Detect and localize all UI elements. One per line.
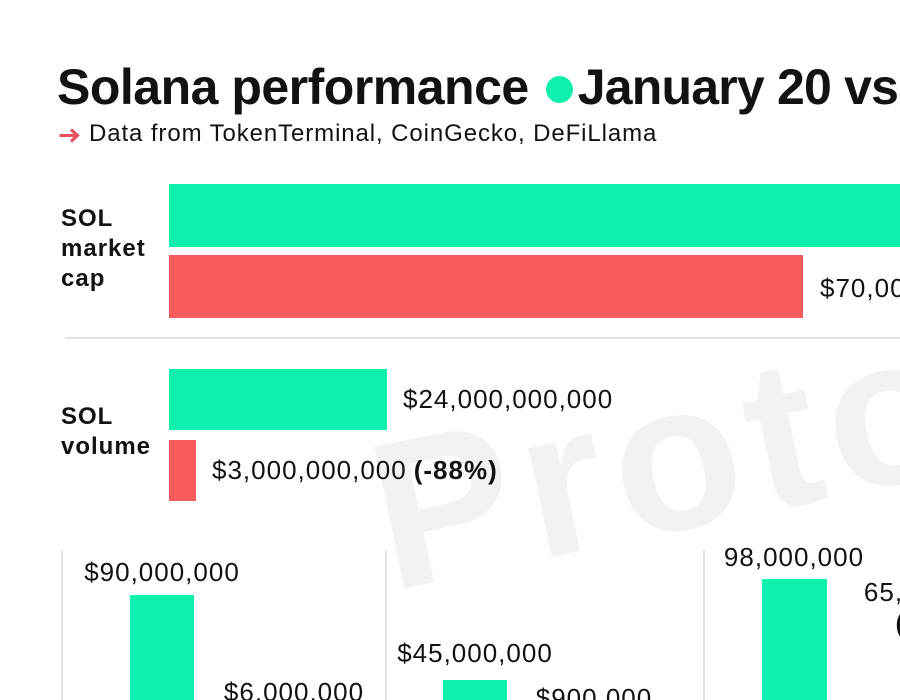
volume-green-bar	[169, 369, 387, 430]
marketcap-red-bar	[169, 255, 803, 318]
column3-red-bar-value-pct: (-34%)	[841, 608, 900, 639]
metric-label-sol-volume: SOL volume	[61, 403, 152, 460]
column-divider-3	[703, 550, 705, 700]
column3-red-bar-value: 65,000,000 (-34%)	[834, 577, 900, 639]
green-dot-icon	[545, 75, 573, 103]
column-divider-1	[61, 550, 63, 700]
column3-green-bar	[762, 579, 827, 700]
column3-green-bar-value: 98,000,000	[723, 541, 865, 572]
section-divider	[65, 337, 900, 339]
page-title: Solana performance January 20 vs	[57, 58, 899, 115]
volume-red-bar	[169, 440, 196, 501]
column-divider-2	[385, 550, 387, 700]
page-title-text: Solana performance	[57, 58, 529, 115]
volume-red-bar-value: $3,000,000,000 (-88%)	[212, 440, 498, 501]
column1-green-bar	[130, 595, 194, 700]
page-title-suffix: January 20 vs	[577, 58, 899, 115]
marketcap-red-bar-value: $70,000,000,000	[820, 273, 900, 303]
data-source-text: Data from TokenTerminal, CoinGecko, DeFi…	[89, 120, 658, 147]
column1-green-bar-value: $90,000,000	[84, 556, 240, 587]
column1-red-bar-value: $6,000,000	[223, 676, 365, 700]
column3-red-bar-value-amount: 65,000,000	[863, 576, 900, 607]
volume-green-bar-value: $24,000,000,000	[403, 384, 614, 414]
column2-red-bar-value: $900,000	[535, 682, 653, 700]
column2-green-bar	[443, 680, 507, 700]
metric-label-sol-market-cap: SOL market cap	[61, 205, 146, 292]
column2-green-bar-value: $45,000,000	[397, 637, 553, 668]
data-source-note: Data from TokenTerminal, CoinGecko, DeFi…	[59, 122, 657, 146]
right-arrow-icon	[59, 127, 80, 143]
marketcap-green-bar	[169, 184, 900, 247]
volume-red-bar-value-amount: $3,000,000,000	[212, 455, 407, 485]
volume-red-bar-value-pct: (-88%)	[413, 455, 498, 485]
